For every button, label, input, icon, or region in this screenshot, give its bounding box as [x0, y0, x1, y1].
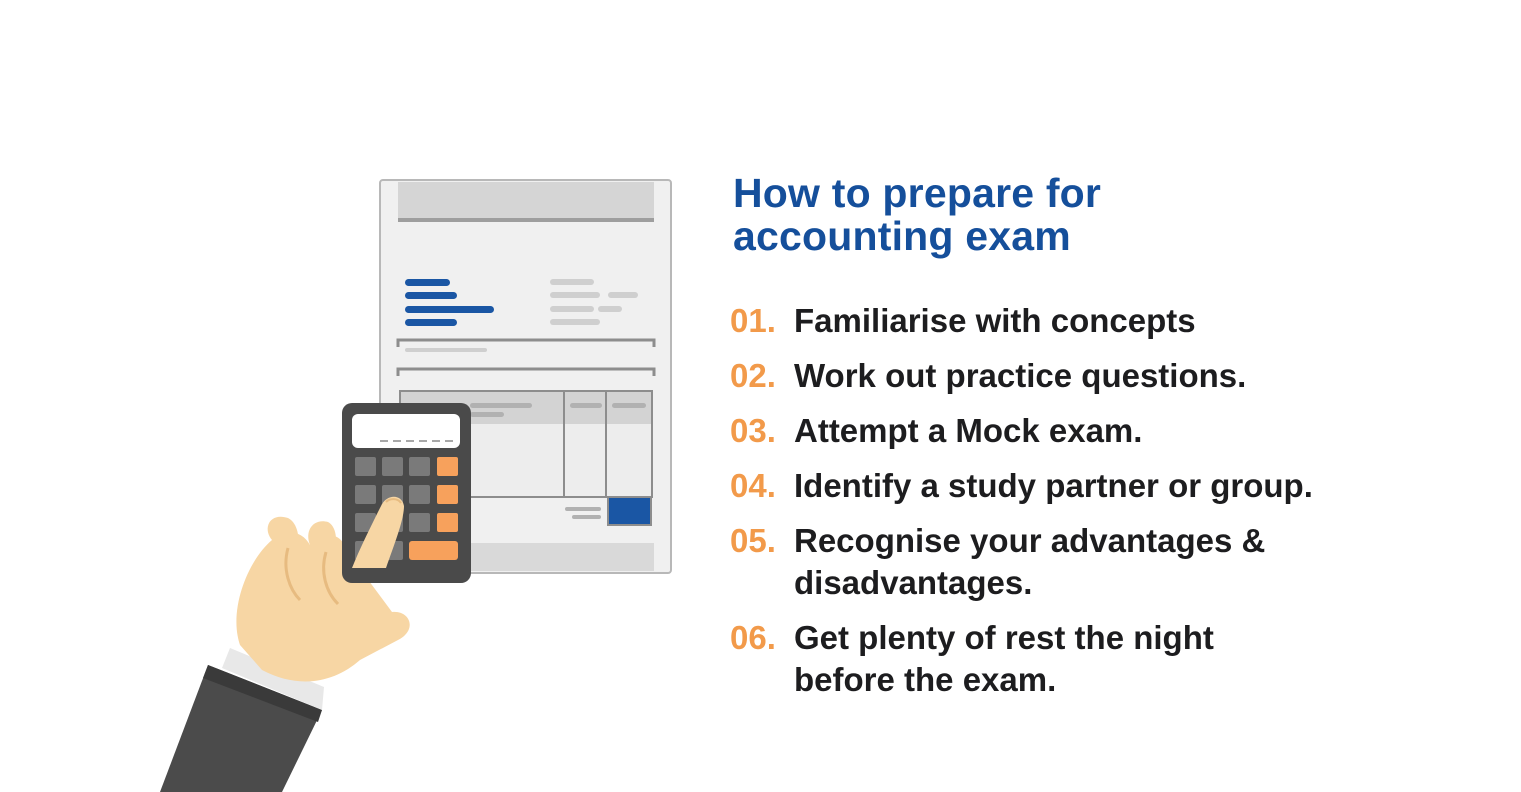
- content-panel: How to prepare for accounting exam 01. F…: [730, 172, 1493, 699]
- hand: [236, 516, 410, 682]
- step-item: 03. Attempt a Mock exam.: [730, 410, 1313, 452]
- step-item: 01. Familiarise with concepts: [730, 300, 1313, 342]
- step-number: 01.: [730, 302, 776, 339]
- step-text: Recognise your advantages & disadvantage…: [794, 520, 1265, 604]
- steps-list: 01. Familiarise with concepts 02. Work o…: [730, 300, 1313, 701]
- step-number: 04.: [730, 467, 776, 504]
- step-text-line-2: disadvantages.: [794, 564, 1033, 601]
- page-title: How to prepare for accounting exam: [733, 172, 1493, 258]
- step-item: 04. Identify a study partner or group.: [730, 465, 1313, 507]
- accounting-illustration: [160, 179, 672, 792]
- step-text-line-2: before the exam.: [794, 661, 1057, 698]
- step-text-line-1: Familiarise with concepts: [794, 302, 1196, 339]
- title-line-2: accounting exam: [733, 213, 1071, 259]
- step-item: 02. Work out practice questions.: [730, 355, 1313, 397]
- step-number: 02.: [730, 357, 776, 394]
- step-text-line-1: Work out practice questions.: [794, 357, 1247, 394]
- step-text: Work out practice questions.: [794, 355, 1246, 397]
- step-text: Get plenty of rest the night before the …: [794, 617, 1214, 701]
- step-text-line-1: Recognise your advantages &: [794, 522, 1266, 559]
- step-number: 03.: [730, 412, 776, 449]
- step-text: Familiarise with concepts: [794, 300, 1196, 342]
- sleeve: [160, 648, 324, 792]
- pointing-finger: [352, 496, 404, 568]
- step-item: 05. Recognise your advantages & disadvan…: [730, 520, 1313, 604]
- step-text: Attempt a Mock exam.: [794, 410, 1142, 452]
- step-item: 06. Get plenty of rest the night before …: [730, 617, 1313, 701]
- step-text-line-1: Get plenty of rest the night: [794, 619, 1214, 656]
- step-text-line-1: Identify a study partner or group.: [794, 467, 1313, 504]
- step-text-line-1: Attempt a Mock exam.: [794, 412, 1143, 449]
- title-line-1: How to prepare for: [733, 170, 1102, 216]
- step-number: 05.: [730, 522, 776, 559]
- step-number: 06.: [730, 619, 776, 656]
- step-text: Identify a study partner or group.: [794, 465, 1313, 507]
